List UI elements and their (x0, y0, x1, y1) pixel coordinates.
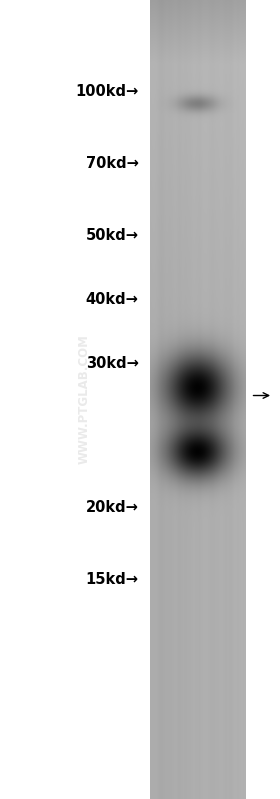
Text: 50kd→: 50kd→ (86, 229, 139, 243)
Text: 20kd→: 20kd→ (86, 500, 139, 515)
Text: 100kd→: 100kd→ (75, 85, 139, 99)
Text: 30kd→: 30kd→ (86, 356, 139, 371)
Text: WWW.PTGLAB.COM: WWW.PTGLAB.COM (78, 335, 90, 464)
Text: 70kd→: 70kd→ (86, 157, 139, 171)
Text: 40kd→: 40kd→ (86, 292, 139, 307)
Text: 15kd→: 15kd→ (86, 572, 139, 586)
